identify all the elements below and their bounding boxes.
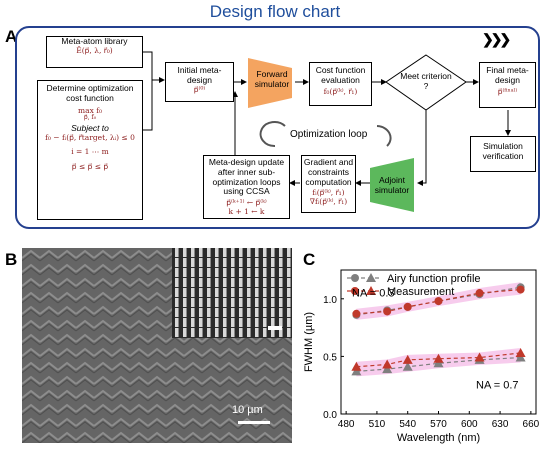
data-point <box>516 285 525 294</box>
update-box: Meta-design update after inner sub-optim… <box>203 155 290 219</box>
data-point <box>402 361 413 371</box>
scale-bar <box>238 421 270 424</box>
legend-triangle-marker <box>366 273 376 282</box>
update-math2: k + 1 ← k <box>228 206 265 216</box>
data-point <box>434 297 443 306</box>
bounds: p⃗ ≤ p⃗ ≤ p⃗ <box>71 162 109 172</box>
sem-texture <box>22 248 292 443</box>
data-point <box>475 289 484 298</box>
criterion-label: Meet criterion ? <box>397 71 455 92</box>
sem-inset <box>172 248 292 338</box>
criterion-diamond <box>385 54 467 111</box>
x-tick-label: 480 <box>338 419 355 430</box>
data-point <box>403 302 412 311</box>
cost-eval-title: Cost function evaluation <box>315 65 366 85</box>
data-point <box>352 309 361 318</box>
scale-bar-label: 10 µm <box>232 404 263 416</box>
sim-verif-title: Simulation verification <box>482 141 524 161</box>
y-tick-label: 1.0 <box>323 295 337 306</box>
x-tick-label: 510 <box>369 419 386 430</box>
constraint: f₀ − fᵢ(p⃗, r⃗target, λᵢ) ≤ 0 <box>45 132 135 142</box>
y-tick-label: 0.5 <box>323 352 337 363</box>
max-f0-sub: p⃗, f₀ <box>83 114 97 122</box>
max-f0: max f₀ <box>78 105 102 115</box>
x-axis-label: Wavelength (nm) <box>397 432 480 444</box>
panel-letter-c: C <box>303 250 316 269</box>
adjoint-simulator-shape <box>370 158 414 212</box>
cost-function-title: Determine optimization cost function <box>46 83 134 103</box>
data-point <box>433 353 444 363</box>
criterion-question: ? <box>423 80 429 91</box>
initial-math: p⃗⁽⁰⁾ <box>193 84 206 94</box>
panel-letter-b: B <box>5 250 18 269</box>
criterion-title: Meet criterion <box>400 71 452 81</box>
meta-atom-title: Meta-atom library <box>61 36 128 46</box>
flow-connectors <box>143 51 511 212</box>
update-title: Meta-design update after inner sub-optim… <box>208 157 285 197</box>
x-tick-label: 540 <box>399 419 416 430</box>
x-tick-label: 660 <box>523 419 540 430</box>
legend-label: Airy function profile <box>387 273 481 285</box>
gradient-title: Gradient and constraints computation <box>303 157 354 187</box>
update-math1: p⃗⁽ᵏ⁺¹⁾ ← p⃗⁽ᵏ⁾ <box>226 198 267 208</box>
forward-simulator-label: Forward simulator <box>254 69 290 89</box>
gradient-math1: fᵢ(p⃗⁽ᵏ⁾, r⃗₁) <box>312 188 345 198</box>
initial-design-box: Initial meta-design p⃗⁽⁰⁾ <box>165 62 234 102</box>
chevrons-icon: ❯❯❯ <box>482 31 511 47</box>
adjoint-simulator-label: Adjoint simulator <box>374 175 410 195</box>
cost-eval-math: f₀(p⃗⁽ᵏ⁾, r⃗₁) <box>323 86 358 96</box>
sem-image <box>22 248 292 443</box>
subject-to: Subject to <box>71 123 109 134</box>
data-point <box>402 354 413 364</box>
data-point <box>382 364 393 374</box>
data-point <box>515 352 526 362</box>
x-tick-label: 570 <box>430 419 447 430</box>
cost-function-box: Determine optimization cost function max… <box>37 80 143 220</box>
data-point <box>351 366 362 376</box>
legend-triangle-marker <box>366 286 376 295</box>
final-design-box: Final meta-design p⃗⁽ᶠⁱⁿᵃˡ⁾ <box>479 62 536 108</box>
page-title: Design flow chart <box>209 2 341 21</box>
data-point <box>351 361 362 371</box>
optimization-loop-label: Optimization loop <box>290 129 368 140</box>
x-tick-label: 630 <box>492 419 509 430</box>
legend-label: Measurement <box>387 286 454 298</box>
annotation-na-03: NA = 0.3 <box>352 287 395 299</box>
forward-simulator-shape <box>248 58 292 108</box>
data-point <box>474 352 485 362</box>
meta-atom-library-box: Meta-atom library Ê(p⃗, λ, r⃗₀) <box>46 36 143 68</box>
panel-letter-a: A <box>5 27 18 46</box>
final-title: Final meta-design <box>486 65 529 85</box>
cost-eval-box: Cost function evaluation f₀(p⃗⁽ᵏ⁾, r⃗₁) <box>309 62 372 106</box>
initial-title: Initial meta-design <box>177 65 222 85</box>
flow-chart-frame <box>15 26 540 229</box>
x-tick-label: 600 <box>461 419 478 430</box>
final-math: p⃗⁽ᶠⁱⁿᵃˡ⁾ <box>497 86 518 96</box>
data-point <box>433 358 444 368</box>
legend-circle-marker <box>351 274 359 282</box>
gradient-math2: ∇fᵢ(p⃗⁽ᵏ⁾, r⃗₁) <box>309 196 348 206</box>
legend-circle-marker <box>351 287 359 295</box>
simulation-verification-box: Simulation verification <box>470 136 536 172</box>
y-axis-label: FWHM (µm) <box>303 312 315 372</box>
fwhm-chart: 480 510 540 570 600 630 660 0.0 0.5 1.0 Wavelength… <box>303 269 540 444</box>
data-point <box>383 307 392 316</box>
data-point <box>515 347 526 357</box>
y-tick-label: 0.0 <box>323 410 337 421</box>
annotation-na-07: NA = 0.7 <box>476 380 519 392</box>
meta-atom-math: Ê(p⃗, λ, r⃗₀) <box>76 45 113 55</box>
index-range: i = 1 ⋯ m <box>71 147 109 157</box>
data-point <box>382 359 393 369</box>
gradient-box: Gradient and constraints computation fᵢ(… <box>301 155 356 213</box>
